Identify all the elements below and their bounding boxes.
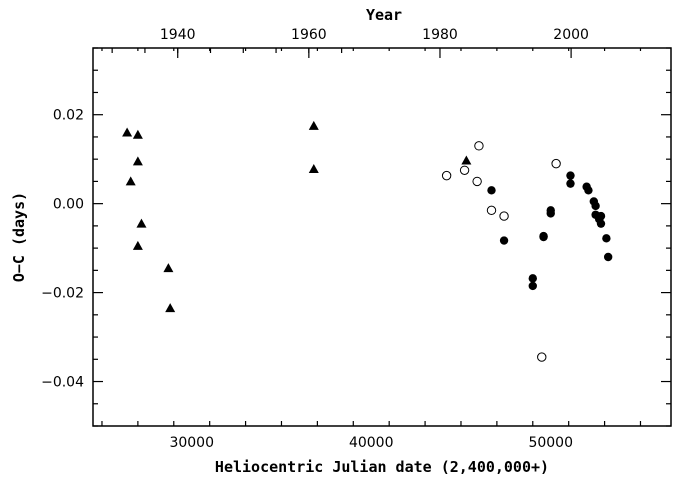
triangle-data-point xyxy=(132,240,143,250)
filled-circle-data-point xyxy=(487,186,496,195)
x-tick-label: 40000 xyxy=(349,435,394,451)
points-layer xyxy=(122,120,613,362)
open-circle-data-point xyxy=(459,165,470,175)
filled-circle-data-point xyxy=(546,209,555,218)
open-circle-data-point xyxy=(537,352,547,362)
top-tick-label: 2000 xyxy=(553,27,589,43)
filled-circle-data-point xyxy=(584,186,593,195)
triangle-data-point xyxy=(461,155,472,165)
triangle-data-point xyxy=(308,163,319,173)
plot-frame xyxy=(92,47,672,427)
x-tick-label: 50000 xyxy=(528,435,573,451)
filled-circle-data-point xyxy=(596,211,606,221)
filled-circle-data-point xyxy=(566,171,575,180)
triangle-data-point xyxy=(132,129,143,139)
triangle-data-point xyxy=(308,120,319,130)
triangle-data-point xyxy=(165,303,176,313)
open-circle-data-point xyxy=(499,211,509,221)
filled-circle-data-point xyxy=(528,281,537,291)
filled-circle-data-point xyxy=(539,232,548,242)
open-circle-data-point xyxy=(441,170,452,181)
y-tick-label: 0.00 xyxy=(53,197,84,213)
top-axis-title: Year xyxy=(366,6,402,24)
triangle-data-point xyxy=(132,156,143,166)
filled-circle-data-point xyxy=(591,201,600,211)
open-circle-data-point xyxy=(474,141,484,151)
triangle-data-point xyxy=(125,176,136,186)
y-tick-label: −0.02 xyxy=(41,286,84,302)
x-axis-title: Heliocentric Julian date (2,400,000+) xyxy=(215,458,549,476)
top-tick-label: 1940 xyxy=(160,27,196,43)
filled-circle-data-point xyxy=(602,234,611,243)
y-axis-title: O−C (days) xyxy=(10,192,28,282)
x-tick-label: 30000 xyxy=(169,435,214,451)
top-tick-label: 1980 xyxy=(422,27,458,43)
filled-circle-data-point xyxy=(596,219,606,228)
filled-circle-data-point xyxy=(603,252,613,262)
y-tick-label: 0.02 xyxy=(53,108,84,124)
y-tick-label: −0.04 xyxy=(41,375,84,391)
triangle-data-point xyxy=(122,127,133,137)
top-tick-label: 1960 xyxy=(291,27,327,43)
triangle-data-point xyxy=(163,263,174,273)
filled-circle-data-point xyxy=(528,274,537,283)
open-circle-data-point xyxy=(486,205,497,216)
open-circle-data-point xyxy=(472,176,482,187)
ticks-layer: 30000 40000 50000 1940 1960 1980 2000 −0.04 −0.0… xyxy=(41,27,671,451)
filled-circle-data-point xyxy=(566,179,575,188)
filled-circle-data-point xyxy=(499,236,509,245)
triangle-data-point xyxy=(136,218,147,228)
open-circle-data-point xyxy=(551,158,561,169)
